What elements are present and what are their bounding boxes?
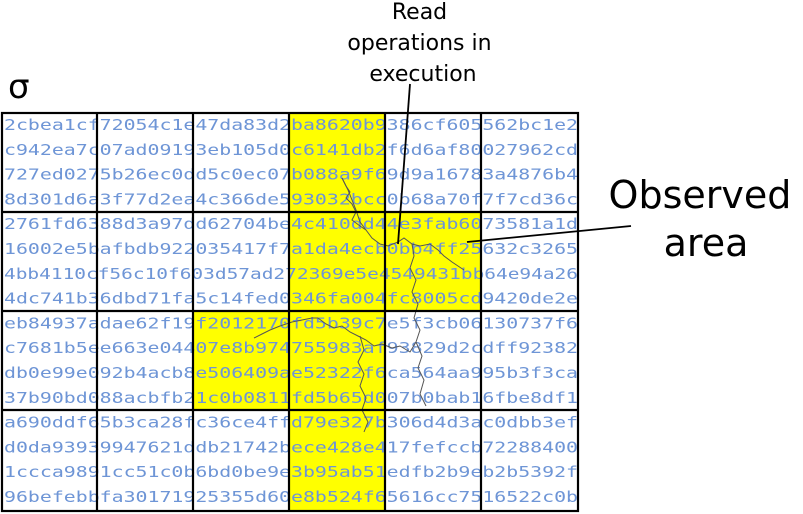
hex-row: d0da93939947621ddb21742bece428e417fefccb… bbox=[4, 438, 578, 456]
observed-area-label-line-2: area bbox=[664, 221, 749, 265]
trace-path-vertical bbox=[409, 243, 427, 407]
hex-row: c942ea7c07ad09193eb105d0c6141db2f6d6af80… bbox=[4, 141, 578, 159]
trace-path-branch-left bbox=[317, 317, 417, 353]
read-trace bbox=[253, 177, 465, 433]
hex-row: 4bb4110cf56c10f603d57ad272369e5e4549431b… bbox=[4, 265, 578, 283]
read-ops-annotation: Read operations in execution bbox=[347, 0, 498, 245]
svg-text:Observed area: Observed area bbox=[609, 173, 803, 265]
hex-row: 2761fd6388d3a97dd62704be4c410dd44e3fab60… bbox=[4, 215, 578, 233]
observed-area-pointer-line bbox=[466, 225, 632, 243]
highlight-left-block bbox=[193, 311, 289, 410]
hex-row: 727ed0275b26ec0dd5c0ec07b088a9f69d9a1678… bbox=[4, 166, 578, 184]
trace-path-top bbox=[341, 177, 367, 231]
hex-row: 16002e5bafbdb922035417f7a1da4ecb0bb4ff25… bbox=[4, 240, 578, 258]
trace-path-branch-down bbox=[357, 335, 369, 433]
hex-row: eb84937adae62f19f2012170fd5b39c7e5f3cb06… bbox=[4, 314, 578, 332]
hex-row: db0e99e092b4acb8e506409ae52322f6ca564aa9… bbox=[4, 364, 578, 382]
hex-row: a690ddf65b3ca28fc36ce4ffd79e327b306d4d3a… bbox=[4, 414, 578, 432]
hex-row: 1ccca9891cc51c0b6bd0be9e3b95ab51edfb2b9e… bbox=[4, 463, 578, 481]
hex-row: 96befebbfa30171925355d60e8b524f65616cc75… bbox=[4, 488, 578, 506]
svg-text:Read operations in: Read operations in execution bbox=[347, 0, 498, 87]
read-ops-pointer-line bbox=[397, 83, 411, 245]
observed-area-label-line-1: Observed bbox=[609, 173, 792, 217]
read-ops-label-line-3: execution bbox=[369, 62, 476, 87]
highlight-center-block bbox=[385, 212, 481, 311]
hex-row: c7681b5ee663e04407e8b974755983af93829d2c… bbox=[4, 339, 578, 357]
read-ops-label-line-1: Read bbox=[392, 0, 447, 25]
trace-path-branch-lower bbox=[253, 317, 318, 339]
hex-row: 37b90bd088acbfb21c0b0811fd5b65d007b0bab1… bbox=[4, 389, 578, 407]
hex-row: 2cbea1cf72054c1e47da83d2ba8620b9386cf605… bbox=[4, 116, 578, 134]
hex-row: 8d301d6a3f77d2ea4c366de593032bcc0b68a70f… bbox=[4, 190, 578, 208]
sigma-label: σ bbox=[8, 67, 30, 107]
hex-text-group: 2cbea1cf72054c1e47da83d2ba8620b9386cf605… bbox=[4, 116, 578, 506]
read-ops-label-line-2: operations in bbox=[347, 31, 491, 56]
hex-row: 4dc741b36dbd71fa5c14fed0346fa004fc8005cd… bbox=[4, 290, 578, 308]
memory-grid bbox=[0, 111, 580, 513]
observed-area-annotation: Observed area bbox=[466, 173, 803, 265]
